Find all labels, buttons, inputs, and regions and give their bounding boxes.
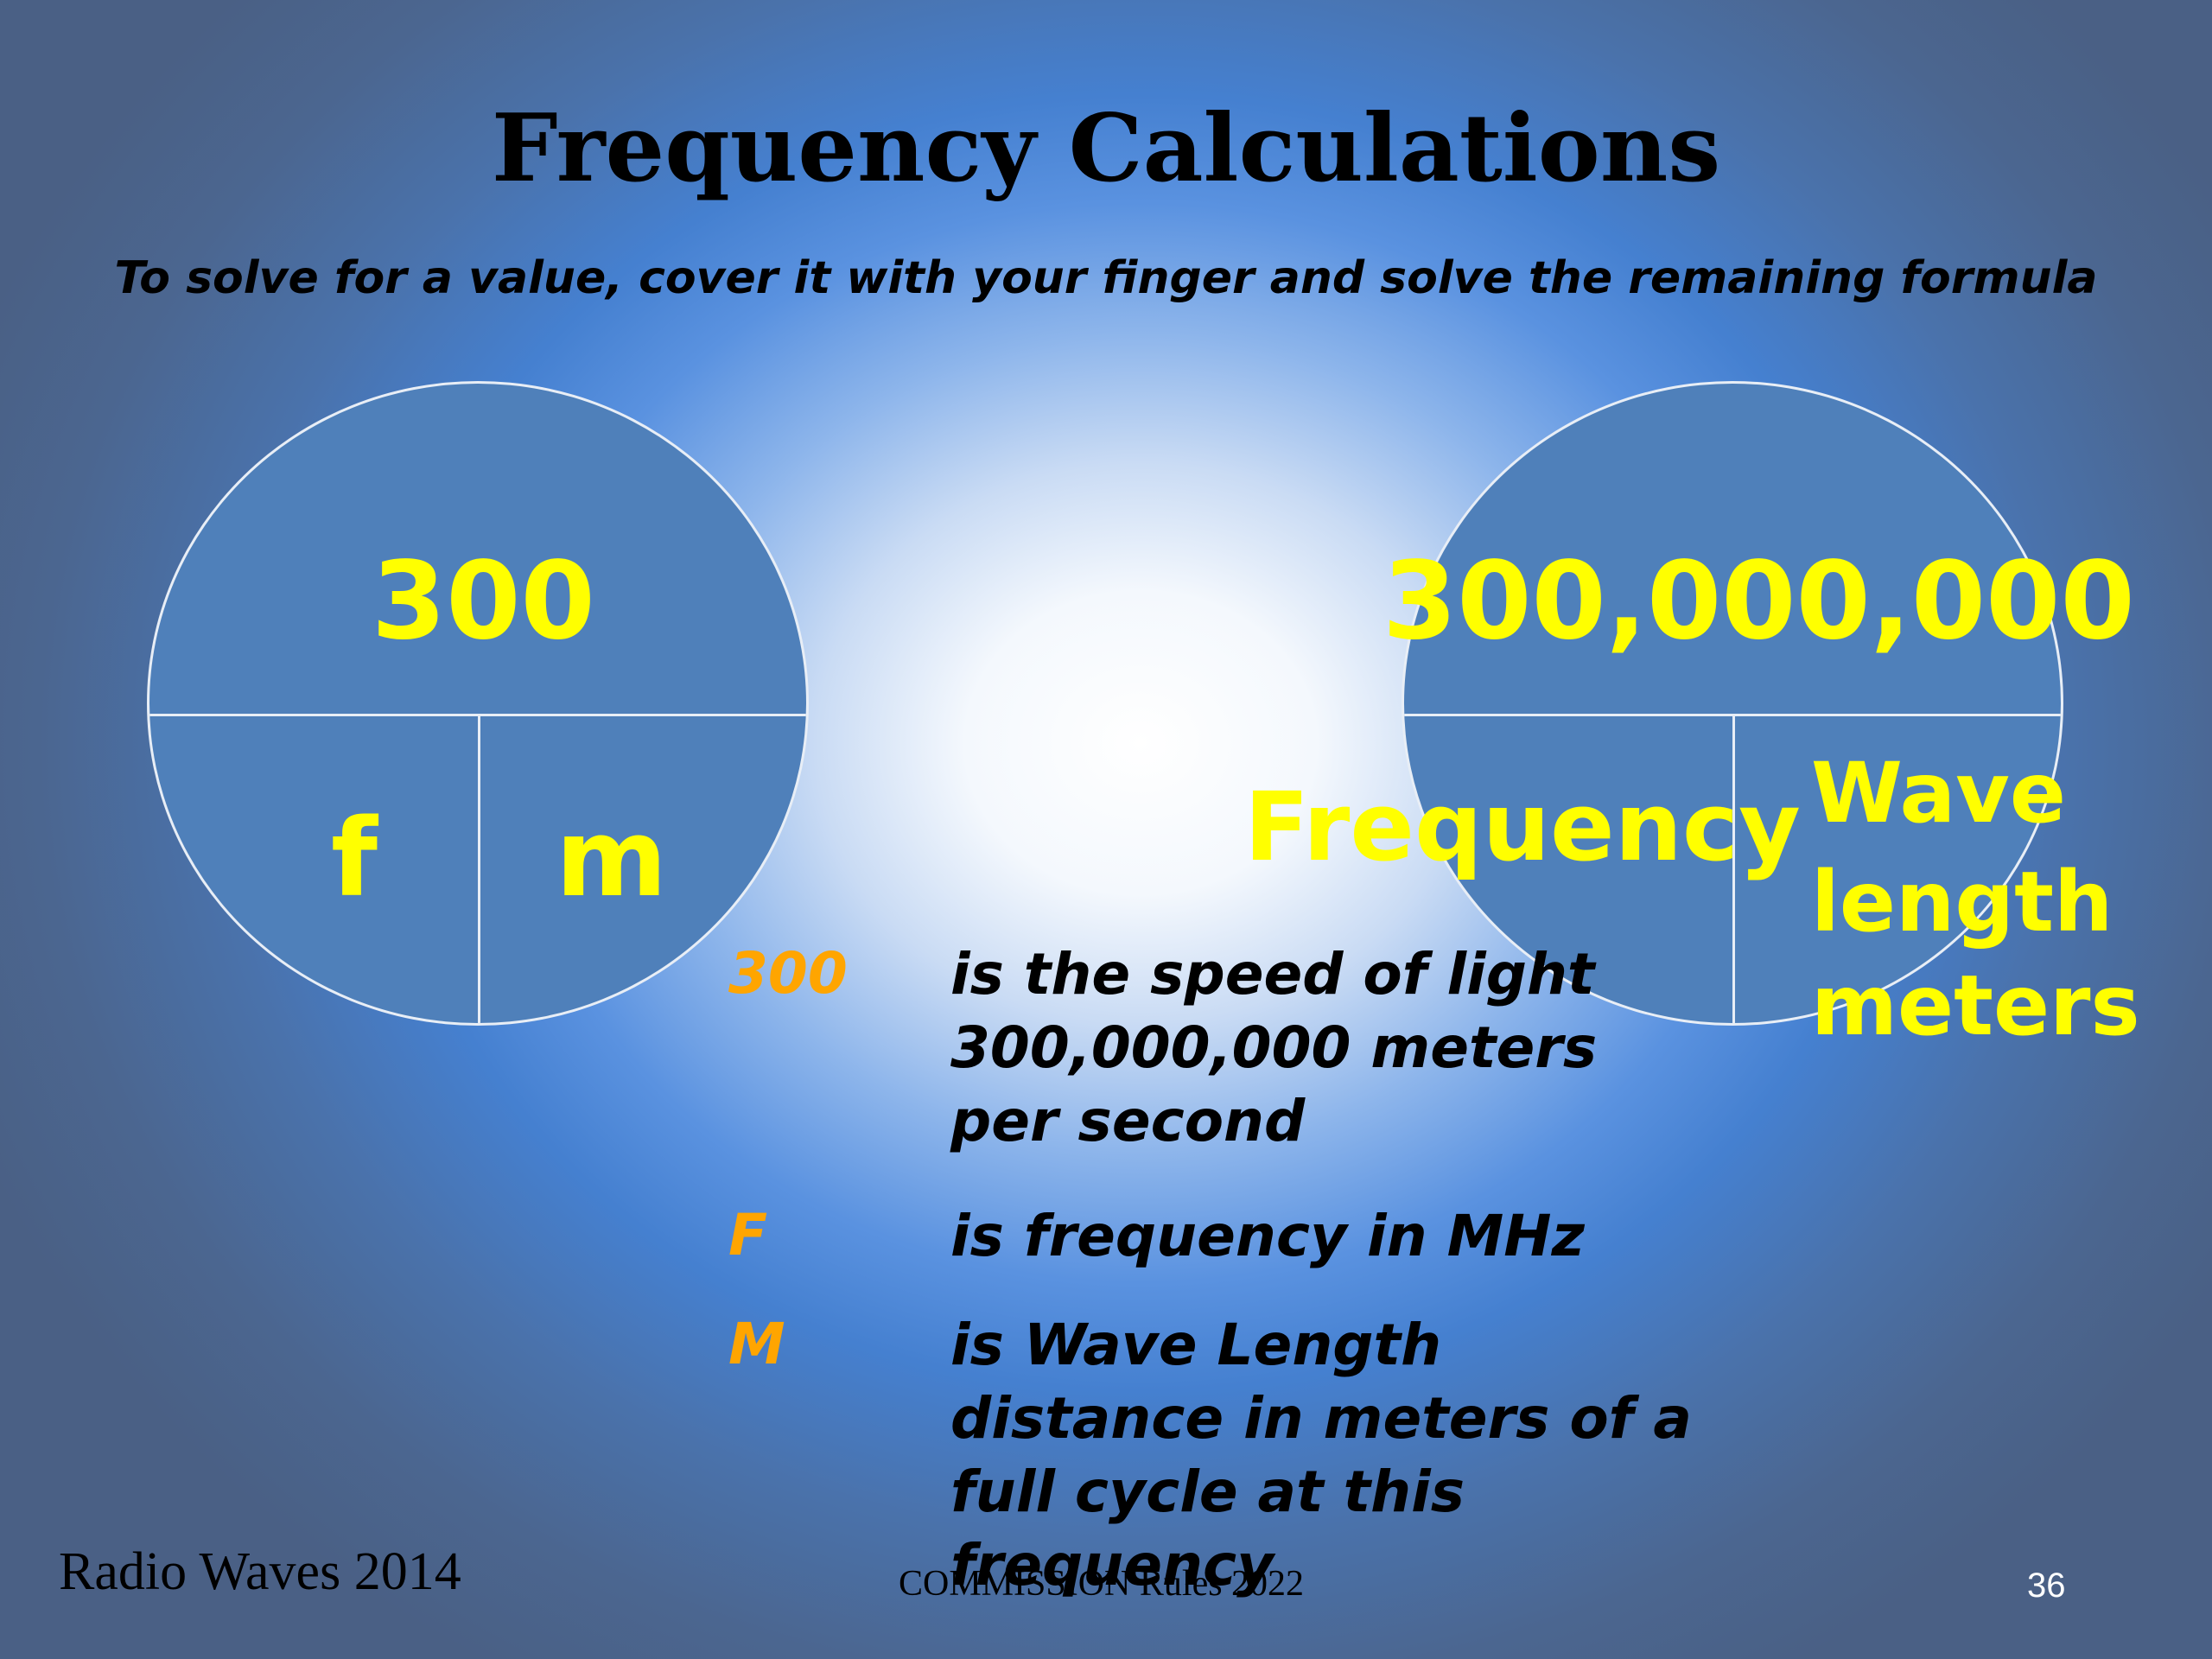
right-circle-top-label: 300,000,000 xyxy=(1382,539,2135,664)
slide-title: Frequency Calculations xyxy=(491,94,1721,203)
footer-left-text: Radio Waves 2014 xyxy=(59,1542,461,1601)
legend-desc-300: is the speed of light 300,000,000 meters… xyxy=(950,938,1597,1158)
formula-circle-words xyxy=(1402,381,2063,1026)
slide-subtitle: To solve for a value, cover it with your… xyxy=(114,252,2098,304)
right-circle-wavelength-line-3: meters xyxy=(1811,957,2140,1054)
left-circle-m-label: m xyxy=(556,797,668,921)
footer-center-text: COMMISSION Rules 2022 xyxy=(899,1564,1305,1604)
right-circle-wavelength-line-1: Wave xyxy=(1811,745,2066,842)
legend-desc-line: distance in meters of a xyxy=(950,1385,1692,1452)
legend-desc-line: 300,000,000 meters xyxy=(950,1014,1598,1081)
legend-desc-f: is frequency in MHz xyxy=(950,1199,1585,1273)
legend-desc-line: full cycle at this xyxy=(950,1459,1465,1525)
legend-desc-line: frequency xyxy=(950,1532,1274,1599)
legend-desc-m: is Wave Length distance in meters of a f… xyxy=(950,1308,1692,1602)
circle-divider-vertical xyxy=(1732,714,1735,1023)
right-circle-wavelength-line-2: length xyxy=(1811,854,2113,950)
legend-key-300: 300 xyxy=(728,940,848,1007)
legend-desc-line: is frequency in MHz xyxy=(950,1203,1585,1269)
right-circle-frequency-label: Frequency xyxy=(1244,772,1801,882)
legend-desc-line: is Wave Length xyxy=(950,1312,1442,1378)
legend-desc-line: is the speed of light xyxy=(950,941,1595,1007)
legend-desc-line: per second xyxy=(950,1088,1306,1154)
legend-key-m: M xyxy=(728,1311,785,1377)
circle-divider-vertical xyxy=(478,714,480,1023)
page-number: 36 xyxy=(2027,1567,2066,1605)
left-circle-top-label: 300 xyxy=(372,539,595,664)
formula-circle-numeric xyxy=(147,381,809,1026)
left-circle-f-label: f xyxy=(331,797,378,921)
legend-key-f: F xyxy=(728,1202,768,1268)
